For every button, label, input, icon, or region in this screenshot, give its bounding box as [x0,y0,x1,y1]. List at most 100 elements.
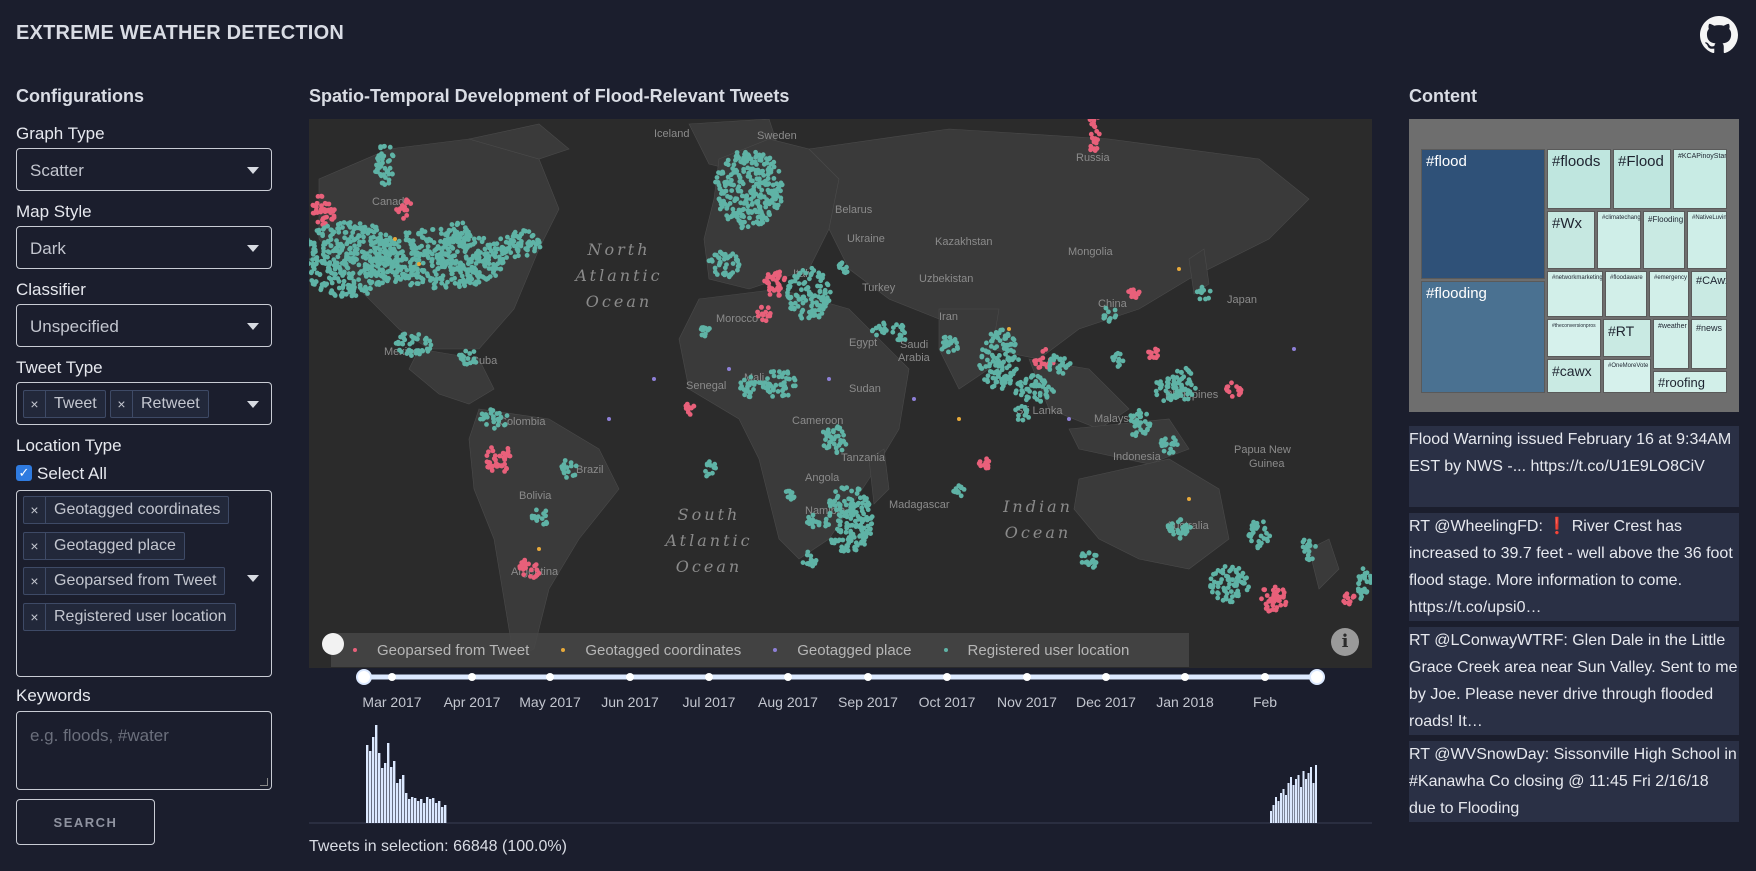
tweet-point [762,380,768,385]
location-type-chip[interactable]: × Geoparsed from Tweet [23,567,226,595]
tweet-point [568,460,574,465]
treemap-cell[interactable]: #CAwx [1691,271,1727,317]
tweet-type-multiselect[interactable]: × Tweet × Retweet [16,382,272,425]
tweet-type-chip[interactable]: × Retweet [110,390,209,418]
resize-handle-icon[interactable] [260,778,268,786]
tweet-point [771,273,777,278]
tweet-point [504,255,509,260]
tweet-point [730,261,736,266]
treemap-cell[interactable]: #weather [1653,319,1689,369]
treemap-cell[interactable]: #Wx [1547,211,1595,269]
tweet-point [807,517,812,522]
tweet-point [349,275,354,281]
tweet-point [766,281,772,286]
legend-item[interactable]: Geotagged place [773,642,912,659]
search-button[interactable]: SEARCH [16,799,155,845]
tweet-point [855,543,860,548]
timeline-tick [1181,673,1189,681]
timeline-start-handle[interactable] [356,669,372,685]
legend-item[interactable]: Geoparsed from Tweet [353,642,529,659]
treemap-cell[interactable]: #NativeLuvins [1687,211,1727,269]
treemap-cell[interactable]: #networkmarketing [1547,271,1603,317]
map-canvas: Iceland Sweden Russia Canada Belarus Ukr… [309,119,1372,668]
tweet-card[interactable]: Flood Warning issued February 16 at 9:34… [1409,426,1739,507]
tweet-point [820,429,826,435]
tweet-point [429,259,435,265]
treemap-cell[interactable]: #emergency [1649,271,1689,317]
treemap-cell[interactable]: #theconversionpros [1547,319,1601,357]
tweet-point [810,313,816,318]
histogram-bar [1312,783,1315,823]
legend-item[interactable]: Geotagged coordinates [561,642,741,659]
tweet-point [755,309,760,315]
histogram-bar [1305,779,1307,823]
tweet-point [374,227,380,233]
map-style-select[interactable]: Dark [16,226,272,269]
treemap-cell[interactable]: #floods [1547,149,1611,209]
treemap-cell[interactable]: #Flood [1613,149,1671,209]
tweet-point [1281,594,1286,600]
graph-type-select[interactable]: Scatter [16,148,272,191]
tweet-point [845,543,850,549]
tweet-point [369,268,375,274]
tweet-point [607,417,611,421]
tweet-point [1280,587,1286,593]
tweet-point [419,235,425,240]
world-map[interactable]: Iceland Sweden Russia Canada Belarus Ukr… [309,119,1372,668]
remove-chip-icon[interactable]: × [24,533,46,559]
location-type-chip[interactable]: × Geotagged place [23,532,185,560]
treemap-cell[interactable]: #RT [1603,319,1651,357]
tweet-point [399,340,405,346]
tweet-card[interactable]: RT @WheelingFD: ❗ River Crest has increa… [1409,513,1739,621]
treemap-cell[interactable]: #climatechange [1597,211,1641,269]
tweet-point [461,354,466,360]
tweet-type-chip[interactable]: × Tweet [23,390,106,418]
tweet-point [860,500,865,506]
remove-chip-icon[interactable]: × [24,391,46,417]
timeline-end-handle[interactable] [1309,669,1325,685]
timeline[interactable]: Mar 2017 Apr 2017 May 2017 Jun 2017 Jul 2017… [309,668,1372,828]
tweet-point [1138,420,1144,425]
treemap-cell[interactable]: #Flooding [1643,211,1685,269]
tweet-point [329,217,335,222]
tweet-point [785,392,791,398]
tweet-point [985,373,991,379]
histogram-bar [1285,795,1287,823]
tweet-point [781,370,787,376]
remove-chip-icon[interactable]: × [111,391,133,417]
location-type-multiselect[interactable]: × Geotagged coordinates × Geotagged plac… [16,490,272,677]
classifier-select[interactable]: Unspecified [16,304,272,347]
github-icon[interactable] [1700,16,1738,54]
tweet-point [462,225,468,230]
tweet-point [1346,601,1352,607]
location-type-chip[interactable]: × Geotagged coordinates [23,496,230,524]
remove-chip-icon[interactable]: × [24,604,46,630]
remove-chip-icon[interactable]: × [24,497,46,523]
remove-chip-icon[interactable]: × [24,568,46,594]
keywords-input[interactable]: e.g. floods, #water [16,711,272,790]
treemap-cell[interactable]: #news [1691,319,1727,369]
treemap-cell[interactable]: #KCAPinoyStar [1673,149,1727,209]
map-provider-logo[interactable] [322,633,344,655]
tweet-type-label: Tweet Type [16,358,103,377]
hashtag-treemap[interactable]: #flood #flooding #floods #Flood #KCAPinoySta… [1409,119,1739,412]
legend-item[interactable]: Registered user location [943,642,1129,659]
treemap-cell[interactable]: #floodaware [1605,271,1647,317]
info-icon[interactable]: i [1331,628,1359,656]
select-all-checkbox[interactable]: ✓ [16,465,32,481]
treemap-cell[interactable]: #cawx [1547,359,1601,393]
treemap-cell[interactable]: #roofing [1653,371,1727,393]
tweet-point [444,261,449,266]
treemap-cell[interactable]: #flood [1421,149,1545,279]
tweet-point [760,152,766,158]
tweet-point [505,234,510,240]
tweet-card[interactable]: RT @WVSnowDay: Sissonville High School i… [1409,741,1739,822]
treemap-cell[interactable]: #flooding [1421,281,1545,393]
timeline-tick [784,673,792,681]
location-type-chip[interactable]: × Registered user location [23,603,236,631]
tweet-point [380,180,386,186]
tweet-point [749,202,755,207]
tweet-card[interactable]: RT @LConwayWTRF: Glen Dale in the Little… [1409,627,1739,735]
tweet-point [999,367,1005,373]
treemap-cell[interactable]: #OneMoreVote [1603,359,1651,393]
